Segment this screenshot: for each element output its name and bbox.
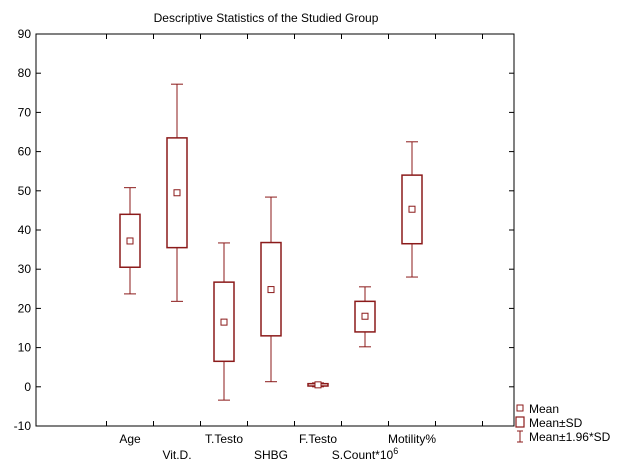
category-0 (120, 188, 140, 294)
legend-label: Mean (529, 402, 559, 416)
y-tick-label: 70 (18, 105, 32, 119)
y-tick-label: 90 (18, 27, 32, 41)
x-axis: Age Vit.D. T.Testo SHBG F.TestoS.Count*106Mo… (107, 34, 483, 462)
y-tick-label: 0 (24, 380, 31, 394)
category-5 (355, 287, 375, 347)
mean-marker (174, 190, 180, 196)
box-icon (516, 417, 524, 427)
x-category-label: T.Testo (205, 432, 243, 446)
mean-marker (409, 206, 415, 212)
y-axis: -10 0 10 20 30 40 50 60 70 80 90 (14, 27, 514, 433)
category-2 (214, 243, 234, 400)
y-tick-label: 30 (18, 262, 32, 276)
x-category-label: Motility% (388, 432, 436, 446)
mean-marker (268, 287, 274, 293)
mean-marker (127, 238, 133, 244)
category-1 (167, 84, 187, 301)
y-tick-label: 10 (18, 341, 32, 355)
legend-item: Mean (517, 402, 559, 416)
x-category-label: S.Count*106 (332, 446, 398, 462)
x-category-label: F.Testo (299, 432, 337, 446)
plot-frame (36, 34, 514, 426)
y-tick-label: 50 (18, 184, 32, 198)
mean-marker (221, 319, 227, 325)
legend-item: Mean±1.96*SD (517, 430, 611, 444)
x-category-label: Age (119, 432, 141, 446)
plot-marks (120, 84, 422, 400)
y-tick-label: -10 (14, 419, 32, 433)
category-3 (261, 197, 281, 382)
mean-marker (362, 313, 368, 319)
whisker-icon (517, 431, 523, 442)
chart-title: Descriptive Statistics of the Studied Gr… (154, 11, 379, 25)
mean-square-icon (517, 405, 523, 411)
x-category-label: Vit.D. (162, 448, 191, 462)
legend-label: Mean±1.96*SD (529, 430, 611, 444)
category-6 (402, 142, 422, 277)
legend-label: Mean±SD (529, 416, 583, 430)
y-tick-label: 40 (18, 223, 32, 237)
mean-marker (315, 382, 321, 388)
y-tick-label: 60 (18, 145, 32, 159)
category-4 (308, 382, 328, 388)
y-tick-label: 80 (18, 66, 32, 80)
y-tick-label: 20 (18, 301, 32, 315)
x-category-label-superscript: 6 (393, 446, 398, 456)
legend-item: Mean±SD (516, 416, 583, 430)
x-category-label: SHBG (254, 448, 288, 462)
